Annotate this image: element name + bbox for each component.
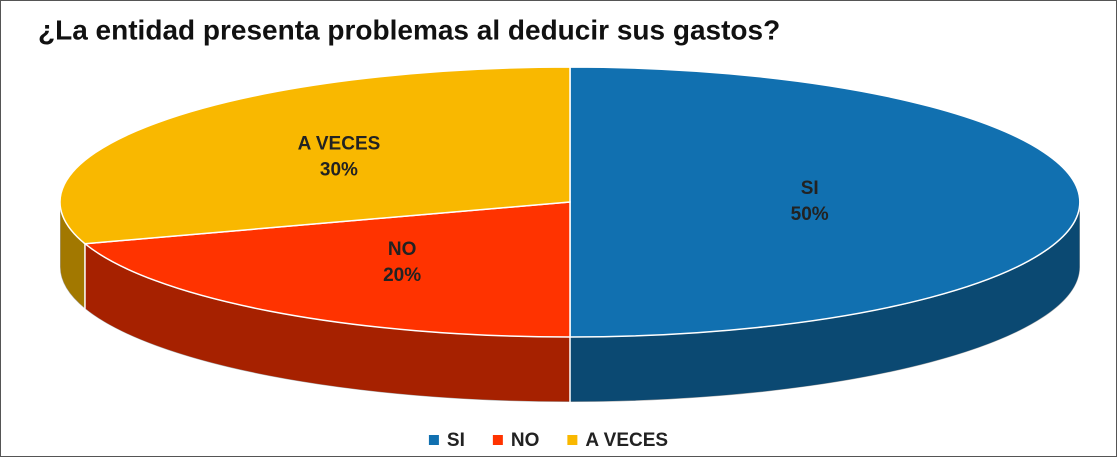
data-label-category: NO xyxy=(388,239,417,260)
slice xyxy=(83,201,571,338)
slice-side-shade xyxy=(570,202,1080,402)
slice-side-shade xyxy=(84,243,570,402)
legend-label: A VECES xyxy=(585,430,668,451)
legend-swatch xyxy=(428,435,439,445)
slice xyxy=(569,66,1081,338)
slice-side-shade xyxy=(60,202,85,309)
legend-label: NO xyxy=(511,430,540,451)
legend-swatch xyxy=(492,435,503,445)
legend-label: SI xyxy=(447,430,465,451)
data-label: 20% xyxy=(383,265,421,286)
slice xyxy=(59,66,571,245)
legend: SI NO A VECES xyxy=(428,430,668,451)
chart-title: ¿La entidad presenta problemas al deduci… xyxy=(38,14,780,45)
data-label-category: A VECES xyxy=(298,134,381,155)
data-label: 30% xyxy=(320,160,358,181)
legend-swatch xyxy=(567,435,578,445)
data-label-category: SI xyxy=(801,178,819,199)
data-label: 50% xyxy=(791,204,829,225)
